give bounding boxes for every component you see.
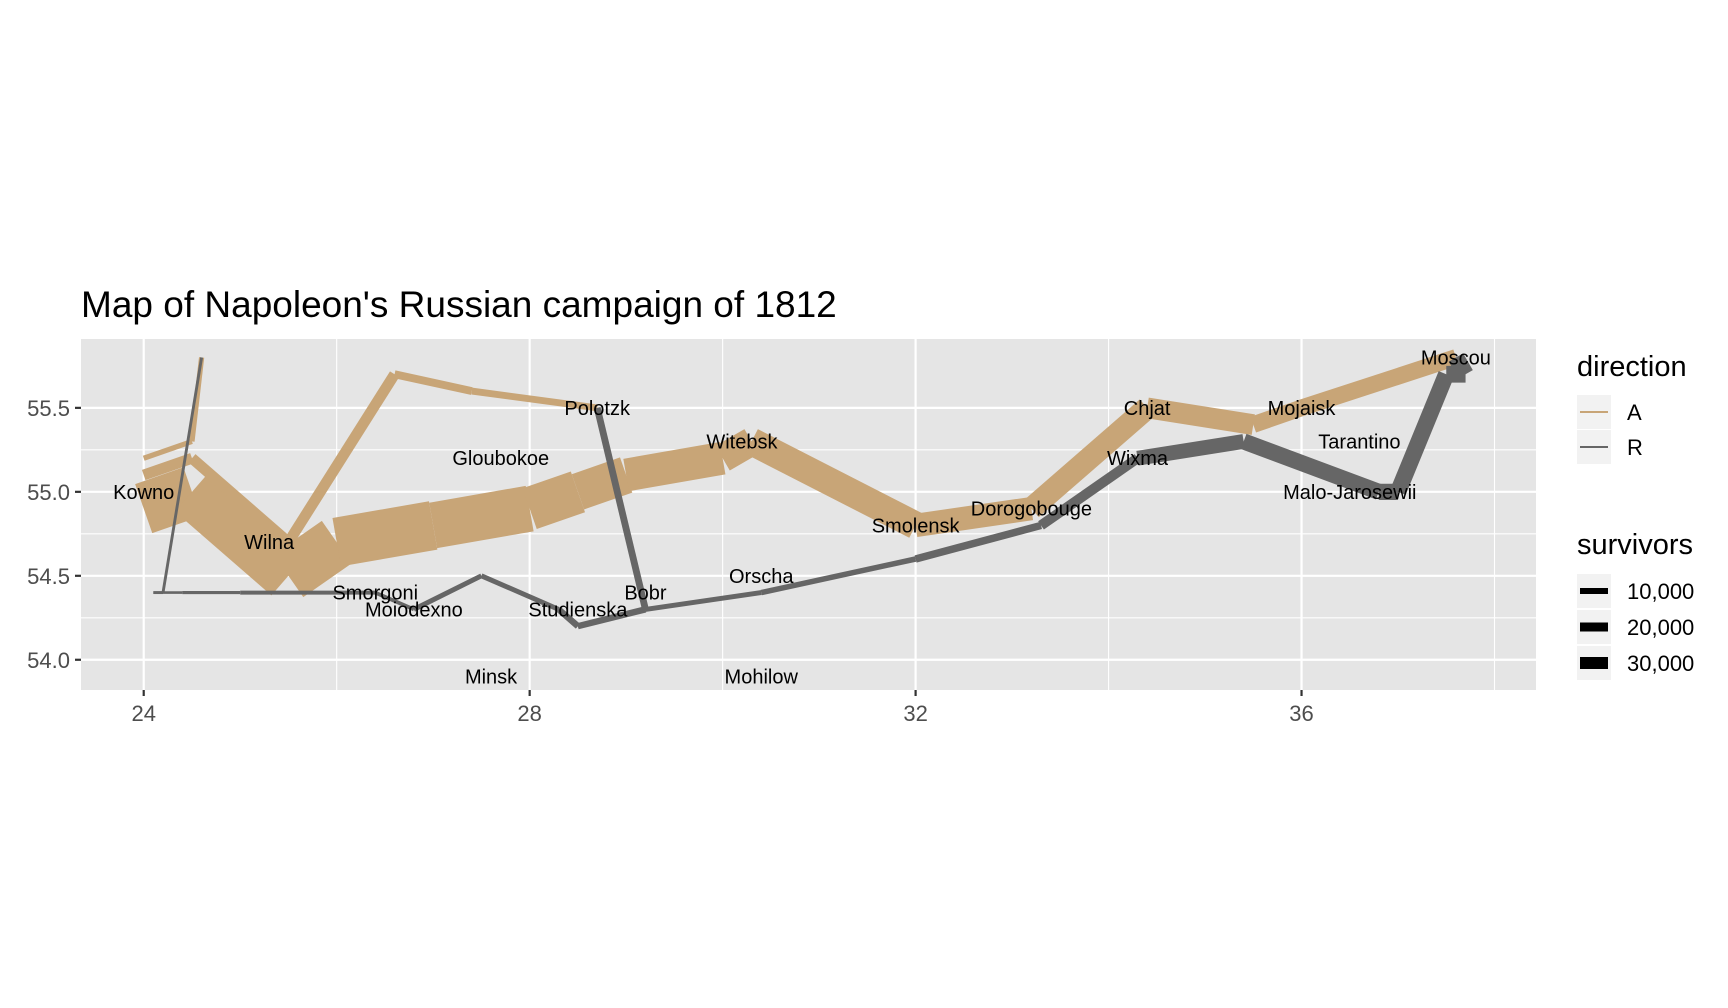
city-label: Malo-Jarosewii	[1283, 482, 1416, 504]
city-label: Tarantino	[1318, 431, 1400, 453]
city-label: Dorogobouge	[971, 499, 1092, 521]
y-tick-label: 55.5	[27, 396, 70, 421]
retreat-path-segment	[593, 407, 649, 611]
y-tick-label: 54.5	[27, 564, 70, 589]
retreat-path-segment	[1038, 454, 1141, 530]
retreat-path-segment	[645, 590, 762, 612]
city-label: Studienska	[528, 599, 628, 621]
city-label: Minsk	[465, 667, 518, 689]
x-tick-label: 36	[1289, 701, 1313, 726]
x-tick-label: 32	[903, 701, 927, 726]
advance-path-segment	[913, 497, 1034, 537]
advance-path-segment	[522, 471, 585, 530]
advance-path-segment	[571, 457, 633, 510]
advance-path-segment	[188, 454, 292, 547]
retreat-path-segment	[577, 606, 647, 630]
city-label: Mojaisk	[1268, 398, 1337, 420]
retreat-path-segment	[556, 606, 581, 629]
army-paths	[135, 349, 1473, 630]
advance-path-segment	[283, 371, 400, 546]
retreat-path-segment	[161, 357, 204, 593]
retreat-path-segment	[760, 556, 917, 596]
city-label: Wilna	[244, 532, 295, 554]
retreat-path-segment	[1136, 434, 1245, 466]
advance-path-segment	[1023, 399, 1155, 518]
advance-path-segment	[1250, 399, 1305, 433]
advance-path-segment	[429, 485, 534, 549]
plot-panel	[81, 339, 1536, 690]
advance-path-segment	[471, 387, 598, 412]
retreat-path-segment	[374, 590, 415, 612]
city-label: Wixma	[1107, 448, 1169, 470]
city-label: Moscou	[1421, 347, 1491, 369]
direction-legend-label: R	[1627, 435, 1643, 460]
x-tick-label: 24	[131, 701, 155, 726]
retreat-path-segment	[480, 573, 560, 612]
advance-path-segment	[135, 467, 201, 534]
retreat-path-segment	[1390, 371, 1454, 495]
chart-title: Map of Napoleon's Russian campaign of 18…	[81, 284, 837, 325]
city-label: Mohilow	[725, 667, 799, 689]
advance-path-segment	[332, 501, 438, 567]
advance-path-segment	[273, 520, 352, 598]
survivors-legend-title: survivors	[1577, 529, 1693, 561]
retreat-path-segment	[412, 573, 483, 612]
retreat-path-segment	[1240, 433, 1382, 500]
city-label: Bobr	[624, 583, 667, 605]
city-label: Smorgoni	[332, 583, 418, 605]
advance-path-segment	[142, 438, 193, 461]
survivors-legend-label: 20,000	[1627, 615, 1694, 640]
city-label: Smolensk	[872, 515, 961, 537]
y-tick-label: 54.0	[27, 648, 70, 673]
y-tick-label: 55.0	[27, 480, 70, 505]
city-label: Moiodexno	[365, 599, 463, 621]
retreat-path-segment	[914, 521, 1042, 563]
axes: 24 28 32 36 54.0 54.5 55.0 55.5	[27, 396, 1314, 726]
survivors-legend-label: 10,000	[1627, 579, 1694, 604]
city-label: Gloubokoe	[452, 448, 549, 470]
direction-legend-label: A	[1627, 400, 1642, 425]
advance-path-segment	[745, 429, 922, 538]
advance-path-segment	[715, 429, 759, 471]
x-tick-label: 28	[517, 701, 541, 726]
city-label: Polotzk	[564, 398, 631, 420]
city-label: Orscha	[729, 566, 794, 588]
advance-path-segment	[1298, 349, 1459, 416]
advance-path-segment	[174, 472, 306, 596]
city-label: Kowno	[113, 482, 174, 504]
advance-path-segment	[623, 442, 726, 492]
city-label: Witebsk	[706, 431, 778, 453]
advance-path-segment	[393, 370, 473, 395]
advance-path-segment	[1145, 397, 1255, 435]
direction-legend-title: direction	[1577, 351, 1687, 383]
city-label: Chjat	[1124, 398, 1171, 420]
survivors-legend-label: 30,000	[1627, 651, 1694, 676]
